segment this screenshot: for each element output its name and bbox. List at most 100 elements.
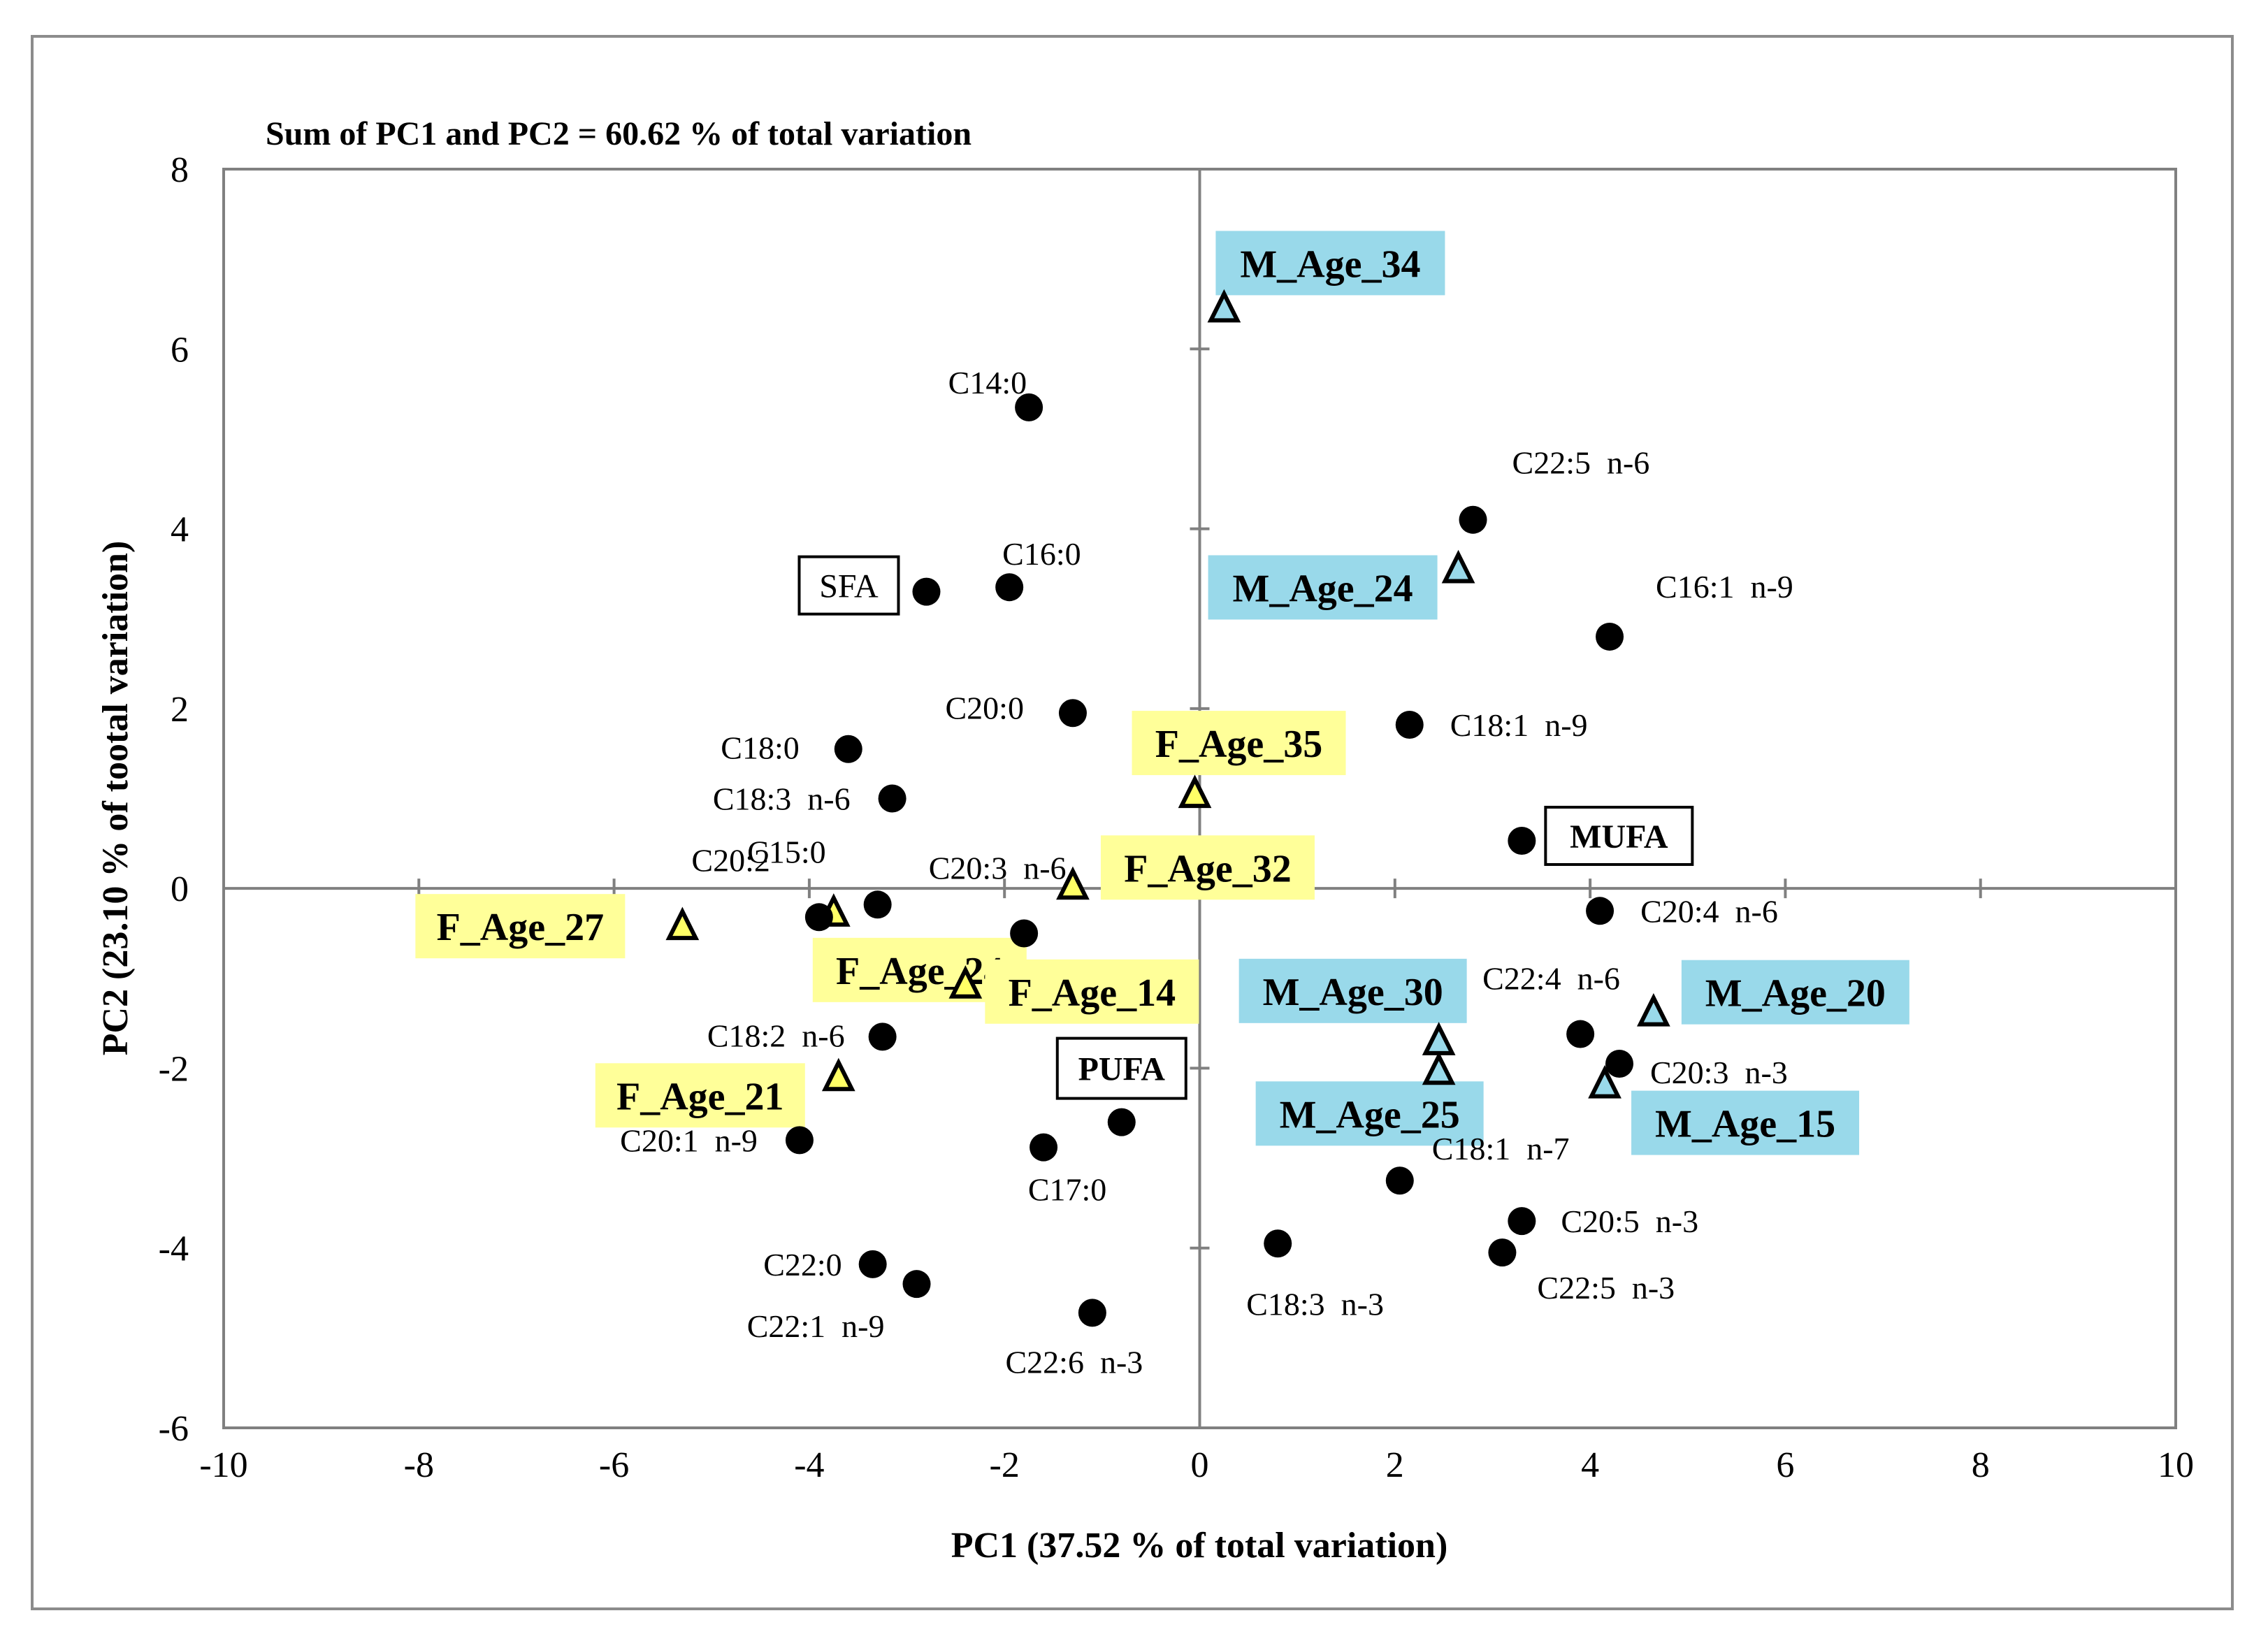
x-tick-label: -10 xyxy=(199,1445,247,1485)
x-tick-label: 2 xyxy=(1386,1445,1404,1485)
variable-label-c22-5-n-6: C22:5 n-6 xyxy=(1512,445,1650,481)
variable-point-c20-0 xyxy=(1058,699,1087,728)
y-tick-label: -2 xyxy=(159,1049,189,1089)
variable-point-c22-0 xyxy=(858,1250,887,1278)
group-label-f-age-35: F_Age_35 xyxy=(1155,723,1323,766)
variable-point-c22-5-n-6 xyxy=(1459,505,1487,534)
group-label-box-m-age-20 xyxy=(1681,960,1909,1025)
y-tick-label: -4 xyxy=(159,1229,189,1269)
group-label-m-age-25: M_Age_25 xyxy=(1280,1093,1460,1136)
x-axis-title: PC1 (37.52 % of total variation) xyxy=(951,1526,1448,1566)
group-label-f-age-27: F_Age_27 xyxy=(437,906,605,949)
variable-point-pufa xyxy=(1107,1108,1136,1136)
y-axis-title: PC2 (23.10 % of tootal variation) xyxy=(96,541,136,1056)
variable-label-c22-4-n-6: C22:4 n-6 xyxy=(1482,961,1620,997)
variable-label-c20-4-n-6: C20:4 n-6 xyxy=(1640,893,1778,929)
summary-label-sfa: SFA xyxy=(819,568,879,605)
variable-label-c15-0: C15:0 xyxy=(747,834,825,869)
variable-point-c14-0 xyxy=(1015,393,1043,421)
x-tick-label: 10 xyxy=(2158,1445,2194,1485)
group-label-m-age-30: M_Age_30 xyxy=(1263,971,1443,1014)
variable-label-c18-3-n-6: C18:3 n-6 xyxy=(713,781,851,817)
variable-point-c22-4-n-6 xyxy=(1566,1020,1595,1048)
group-label-box-m-age-15 xyxy=(1631,1090,1860,1155)
group-label-m-age-15: M_Age_15 xyxy=(1655,1103,1835,1146)
group-marker-f-age-35 xyxy=(1178,774,1212,809)
group-marker-f-age-14 xyxy=(948,965,983,999)
summary-box-pufa xyxy=(1055,1036,1187,1100)
variable-label-c18-2-n-6: C18:2 n-6 xyxy=(707,1018,845,1053)
y-tick-label: 4 xyxy=(171,510,189,550)
variable-point-c20-4-n-6 xyxy=(1586,897,1615,925)
group-label-f-age-32: F_Age_32 xyxy=(1124,847,1292,890)
variable-point-c16-1-n-9 xyxy=(1596,622,1624,651)
variable-point-c20-2 xyxy=(804,903,833,932)
variable-point-c20-3-n-6 xyxy=(1010,919,1039,948)
variable-point-c20-5-n-3 xyxy=(1508,1207,1536,1236)
variable-label-c20-1-n-9: C20:1 n-9 xyxy=(620,1122,758,1158)
group-label-box-m-age-25 xyxy=(1255,1081,1484,1146)
y-tick-label: 2 xyxy=(171,690,189,730)
group-marker-f-age-21 xyxy=(821,1057,855,1092)
variable-label-c18-3-n-3: C18:3 n-3 xyxy=(1246,1286,1384,1322)
variable-label-c16-0: C16:0 xyxy=(1002,536,1081,572)
variable-point-c20-1-n-9 xyxy=(785,1126,814,1155)
variable-label-c20-3-n-6: C20:3 n-6 xyxy=(929,850,1067,886)
group-marker-m-age-24 xyxy=(1441,549,1475,584)
variable-point-c16-0 xyxy=(995,573,1024,602)
y-tick-label: 8 xyxy=(171,150,189,190)
x-tick-label: 4 xyxy=(1581,1445,1599,1485)
x-tick-label: 8 xyxy=(1972,1445,1990,1485)
variable-point-c18-1-n-7 xyxy=(1385,1166,1414,1195)
summary-label-pufa: PUFA xyxy=(1078,1051,1166,1088)
variable-point-c18-3-n-6 xyxy=(878,784,907,813)
group-label-box-m-age-34 xyxy=(1215,231,1445,296)
variable-point-c22-1-n-9 xyxy=(902,1270,931,1299)
summary-box-sfa xyxy=(797,555,900,616)
group-label-box-f-age-27 xyxy=(415,894,626,959)
variable-label-c18-1-n-7: C18:1 n-7 xyxy=(1432,1131,1570,1166)
variable-label-c17-0: C17:0 xyxy=(1028,1172,1106,1208)
chart-frame xyxy=(31,35,2234,1610)
variable-label-c20-3-n-3: C20:3 n-3 xyxy=(1650,1055,1788,1090)
variable-point-mufa xyxy=(1508,826,1536,855)
variable-point-c20-3-n-3 xyxy=(1605,1049,1633,1078)
x-tick-label: 0 xyxy=(1191,1445,1209,1485)
x-tick-label: -8 xyxy=(404,1445,434,1485)
summary-label-mufa: MUFA xyxy=(1570,818,1668,855)
group-marker-m-age-20 xyxy=(1637,992,1670,1027)
group-label-m-age-20: M_Age_20 xyxy=(1705,972,1886,1015)
variable-label-c18-0: C18:0 xyxy=(721,730,799,766)
group-label-f-age-24: F_Age_24 xyxy=(836,950,1004,993)
y-tick-label: 0 xyxy=(171,869,189,909)
x-tick-label: -6 xyxy=(599,1445,629,1485)
variable-point-c18-3-n-3 xyxy=(1264,1229,1292,1258)
group-marker-m-age-34 xyxy=(1207,289,1241,323)
group-marker-m-age-15 xyxy=(1588,1064,1621,1099)
summary-box-mufa xyxy=(1544,805,1694,866)
group-label-m-age-34: M_Age_34 xyxy=(1240,243,1420,286)
group-label-f-age-21: F_Age_21 xyxy=(616,1075,784,1118)
group-label-box-f-age-35 xyxy=(1132,711,1346,776)
x-tick-label: -2 xyxy=(990,1445,1020,1485)
x-tick-label: -4 xyxy=(794,1445,824,1485)
variable-label-c22-0: C22:0 xyxy=(763,1247,842,1282)
variable-label-c16-1-n-9: C16:1 n-9 xyxy=(1656,569,1793,605)
variable-label-c18-1-n-9: C18:1 n-9 xyxy=(1450,707,1588,743)
group-label-box-f-age-32 xyxy=(1100,835,1315,900)
group-marker-m-age-25 xyxy=(1422,1051,1456,1085)
chart-subtitle: Sum of PC1 and PC2 = 60.62 % of total va… xyxy=(266,115,972,152)
variable-point-c18-1-n-9 xyxy=(1395,711,1424,739)
group-label-m-age-24: M_Age_24 xyxy=(1232,567,1413,610)
x-tick-label: 6 xyxy=(1776,1445,1794,1485)
variable-label-c20-5-n-3: C20:5 n-3 xyxy=(1561,1204,1698,1239)
variable-point-c15-0 xyxy=(863,890,892,919)
group-marker-f-age-32 xyxy=(1056,866,1090,900)
group-label-box-m-age-24 xyxy=(1208,555,1438,620)
variable-label-c20-2: C20:2 xyxy=(691,842,770,878)
variable-point-c17-0 xyxy=(1030,1133,1058,1162)
variable-point-c18-2-n-6 xyxy=(868,1022,897,1051)
variable-point-sfa xyxy=(912,577,941,606)
variable-label-c22-5-n-3: C22:5 n-3 xyxy=(1537,1270,1675,1306)
